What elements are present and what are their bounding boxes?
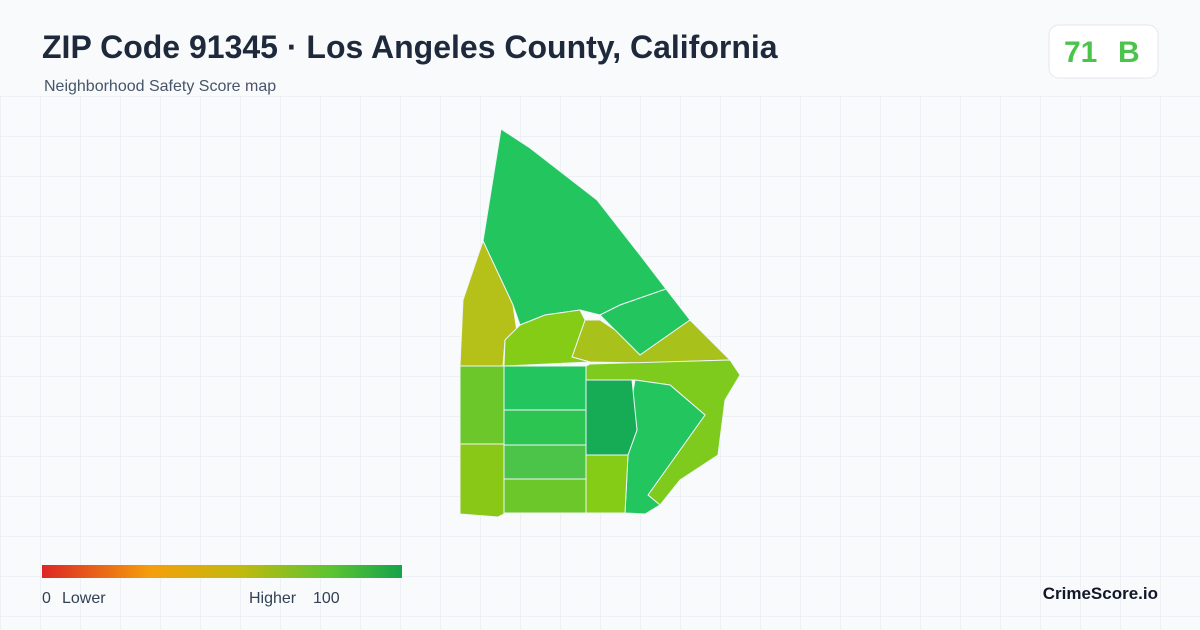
legend-min: 0 (42, 590, 51, 607)
grid (0, 96, 1200, 630)
region (503, 409, 587, 446)
header-band (0, 0, 1200, 96)
score-grade: B (1118, 36, 1140, 69)
region (503, 365, 587, 411)
region (503, 478, 587, 514)
region (503, 309, 591, 367)
title: ZIP Code 91345 · Los Angeles County, Cal… (42, 29, 778, 65)
legend-max: 100 (313, 590, 340, 607)
legend-min-label: Lower (62, 590, 106, 607)
region (459, 443, 505, 518)
brand: CrimeScore.io (1043, 584, 1158, 603)
score-value: 71 (1064, 36, 1097, 69)
map (459, 128, 741, 518)
subtitle: Neighborhood Safety Score map (44, 78, 276, 95)
region (503, 444, 587, 480)
legend-max-label: Higher (249, 590, 297, 607)
region (585, 454, 629, 514)
score-box (1048, 24, 1159, 79)
legend-ramp (42, 565, 402, 578)
region (585, 379, 638, 456)
region (459, 365, 505, 445)
